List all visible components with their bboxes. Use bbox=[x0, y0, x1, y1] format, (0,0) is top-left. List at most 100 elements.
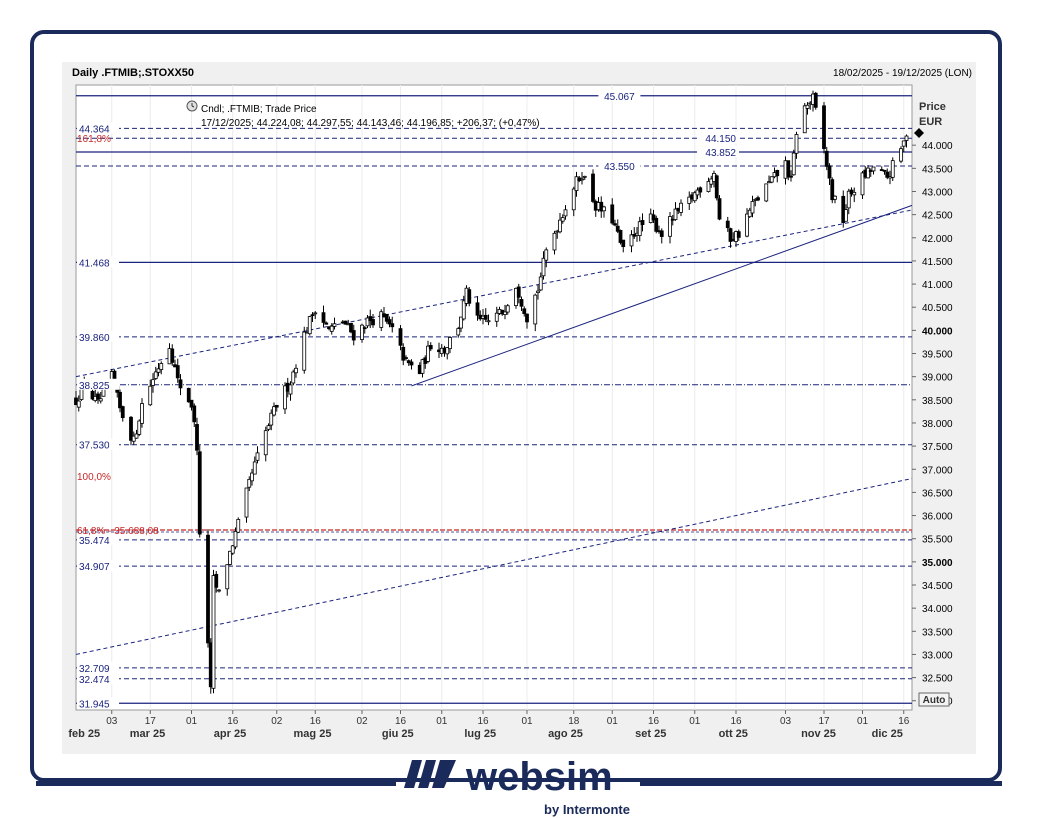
candle-body bbox=[310, 314, 315, 317]
candle-body bbox=[360, 324, 364, 340]
x-tick-label: 16 bbox=[648, 716, 660, 727]
candle-body bbox=[786, 160, 791, 178]
candle-body bbox=[134, 433, 139, 439]
y-tick-label: 36.500 bbox=[922, 488, 953, 499]
candle-body bbox=[307, 316, 312, 335]
candle-body bbox=[769, 176, 774, 183]
candle-body bbox=[120, 406, 125, 419]
level-label-bg bbox=[697, 132, 739, 144]
candle-body bbox=[475, 302, 480, 316]
candle-body bbox=[613, 223, 617, 226]
y-tick-label: 37.000 bbox=[922, 465, 953, 476]
candle-body bbox=[890, 160, 895, 178]
y-tick-label: 42.500 bbox=[922, 211, 953, 222]
candle-body bbox=[805, 104, 810, 109]
candle-body bbox=[272, 406, 276, 416]
candle-body bbox=[211, 575, 216, 689]
chart: Daily .FTMIB;.STOXX50 18/02/2025 - 19/12… bbox=[68, 67, 972, 740]
last-price-marker-icon bbox=[914, 128, 924, 138]
candle-body bbox=[538, 276, 543, 291]
candle-body bbox=[461, 300, 466, 320]
level-label: 43.550 bbox=[604, 162, 635, 173]
candle-body bbox=[640, 220, 645, 226]
x-tick-label: 01 bbox=[436, 716, 448, 727]
candle-body bbox=[192, 405, 197, 423]
x-tick-label: 16 bbox=[310, 716, 322, 727]
x-month-label: set 25 bbox=[635, 728, 666, 740]
candle-body bbox=[610, 204, 615, 224]
candle-body bbox=[866, 167, 870, 179]
candle-body bbox=[582, 175, 587, 178]
candle-body bbox=[698, 187, 703, 193]
candle-body bbox=[679, 202, 683, 213]
x-tick-label: 18 bbox=[568, 716, 580, 727]
level-label-bg bbox=[697, 146, 739, 158]
candle-body bbox=[362, 327, 367, 330]
candle-body bbox=[563, 209, 568, 217]
candle-body bbox=[695, 189, 700, 196]
candle-body bbox=[197, 451, 202, 535]
candle-body bbox=[379, 311, 384, 328]
candle-body bbox=[687, 196, 692, 204]
level-label-bg bbox=[77, 378, 119, 390]
level-label: 31.945 bbox=[79, 699, 110, 710]
x-month-label: mar 25 bbox=[130, 728, 165, 740]
fib-label: 61,8% - 35.688,08 bbox=[77, 526, 159, 537]
candle-body bbox=[148, 385, 153, 406]
candle-body bbox=[420, 359, 425, 374]
level-label: 32.474 bbox=[79, 675, 110, 686]
x-tick-label: 02 bbox=[271, 716, 283, 727]
x-tick-label: 16 bbox=[477, 716, 489, 727]
candle-body bbox=[789, 175, 793, 178]
candle-body bbox=[574, 176, 579, 191]
candle-body bbox=[225, 564, 230, 590]
candle-body bbox=[756, 197, 760, 201]
candle-body bbox=[324, 322, 329, 325]
candle-body bbox=[830, 179, 835, 201]
candle-body bbox=[833, 195, 837, 200]
candle-body bbox=[717, 198, 722, 220]
candle-body bbox=[365, 317, 370, 327]
candle-body bbox=[725, 220, 730, 229]
candle-body bbox=[621, 239, 626, 248]
candle-body bbox=[195, 424, 199, 451]
candle-body bbox=[390, 323, 395, 328]
candle-body bbox=[692, 192, 697, 202]
candle-body bbox=[505, 305, 510, 313]
candle-body bbox=[846, 190, 851, 209]
candle-body bbox=[140, 403, 144, 424]
candle-body bbox=[824, 150, 829, 167]
candle-body bbox=[591, 173, 595, 202]
x-month-label: nov 25 bbox=[801, 728, 836, 740]
candle-body bbox=[871, 166, 876, 172]
y-tick-label: 38.500 bbox=[922, 396, 953, 407]
x-month-label: ott 25 bbox=[719, 728, 748, 740]
y-tick-label: 33.000 bbox=[922, 650, 953, 661]
candle-body bbox=[151, 379, 155, 386]
candle-body bbox=[651, 214, 656, 221]
candle-body bbox=[129, 416, 133, 441]
level-label-bg bbox=[77, 256, 119, 268]
candle-body bbox=[343, 320, 348, 325]
level-label-bg bbox=[598, 89, 641, 101]
x-tick-label: 03 bbox=[106, 716, 118, 727]
candle-body bbox=[618, 229, 623, 243]
candle-body bbox=[827, 165, 832, 179]
level-label: 34.907 bbox=[79, 562, 110, 573]
level-label-bg bbox=[77, 672, 119, 684]
auto-scale-button[interactable]: Auto bbox=[918, 692, 950, 707]
candle-body bbox=[483, 314, 488, 320]
candle-body bbox=[673, 208, 678, 220]
candle-body bbox=[764, 183, 769, 202]
candle-body bbox=[494, 312, 499, 322]
candle-body bbox=[901, 140, 906, 147]
y-tick-label: 43.500 bbox=[922, 164, 953, 175]
level-label-bg bbox=[77, 122, 119, 134]
last-bar-info: 17/12/2025; 44.224,08; 44.297,55; 44.143… bbox=[201, 118, 540, 129]
candle-body bbox=[448, 337, 452, 350]
candle-body bbox=[428, 345, 433, 350]
y-tick-label: 34.500 bbox=[922, 581, 953, 592]
candle-body bbox=[313, 312, 318, 315]
candle-body bbox=[459, 316, 463, 329]
candle-body bbox=[736, 231, 741, 238]
